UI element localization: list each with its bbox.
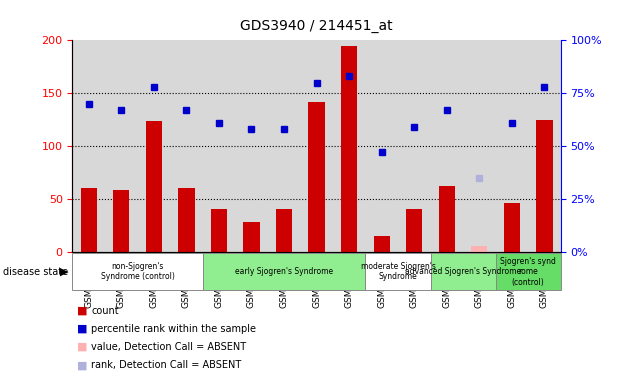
Text: Sjogren's synd
rome
(control): Sjogren's synd rome (control) [500, 257, 556, 286]
Bar [536, 119, 553, 252]
Text: GDS3940 / 214451_at: GDS3940 / 214451_at [240, 19, 393, 33]
Bar [178, 188, 195, 252]
Bar [374, 236, 390, 252]
Bar [72, 253, 203, 290]
Bar [463, 40, 496, 252]
Text: ■: ■ [77, 306, 87, 316]
Text: count: count [91, 306, 119, 316]
Bar [268, 40, 301, 252]
Bar [365, 253, 430, 290]
Bar [309, 101, 324, 252]
Bar [333, 40, 365, 252]
Bar [105, 40, 137, 252]
Bar [276, 209, 292, 252]
Bar [211, 209, 227, 252]
Bar [496, 40, 528, 252]
Bar [496, 253, 561, 290]
Bar [406, 209, 422, 252]
Text: value, Detection Call = ABSENT: value, Detection Call = ABSENT [91, 342, 246, 352]
Text: percentile rank within the sample: percentile rank within the sample [91, 324, 256, 334]
Text: ■: ■ [77, 324, 87, 334]
Text: rank, Detection Call = ABSENT: rank, Detection Call = ABSENT [91, 360, 241, 370]
Text: ■: ■ [77, 360, 87, 370]
Bar [430, 40, 463, 252]
Bar [113, 190, 129, 252]
Bar [243, 222, 260, 252]
Text: non-Sjogren's
Syndrome (control): non-Sjogren's Syndrome (control) [101, 262, 175, 281]
Bar [341, 46, 357, 252]
Bar [301, 40, 333, 252]
Bar [81, 188, 97, 252]
Bar [203, 253, 365, 290]
Bar [504, 203, 520, 252]
Text: disease state: disease state [3, 266, 68, 277]
Text: advanced Sjogren's Syndrome: advanced Sjogren's Syndrome [405, 267, 521, 276]
Bar [398, 40, 430, 252]
Bar [137, 40, 170, 252]
Bar [72, 40, 105, 252]
Text: ▶: ▶ [60, 266, 68, 277]
Text: ■: ■ [77, 342, 87, 352]
Bar [235, 40, 268, 252]
Bar [170, 40, 203, 252]
Bar [203, 40, 235, 252]
Bar [146, 121, 162, 252]
Text: early Sjogren's Syndrome: early Sjogren's Syndrome [235, 267, 333, 276]
Bar [438, 186, 455, 252]
Bar [528, 40, 561, 252]
Bar [430, 253, 496, 290]
Text: moderate Sjogren's
Syndrome: moderate Sjogren's Syndrome [360, 262, 435, 281]
Bar [471, 246, 488, 252]
Bar [365, 40, 398, 252]
